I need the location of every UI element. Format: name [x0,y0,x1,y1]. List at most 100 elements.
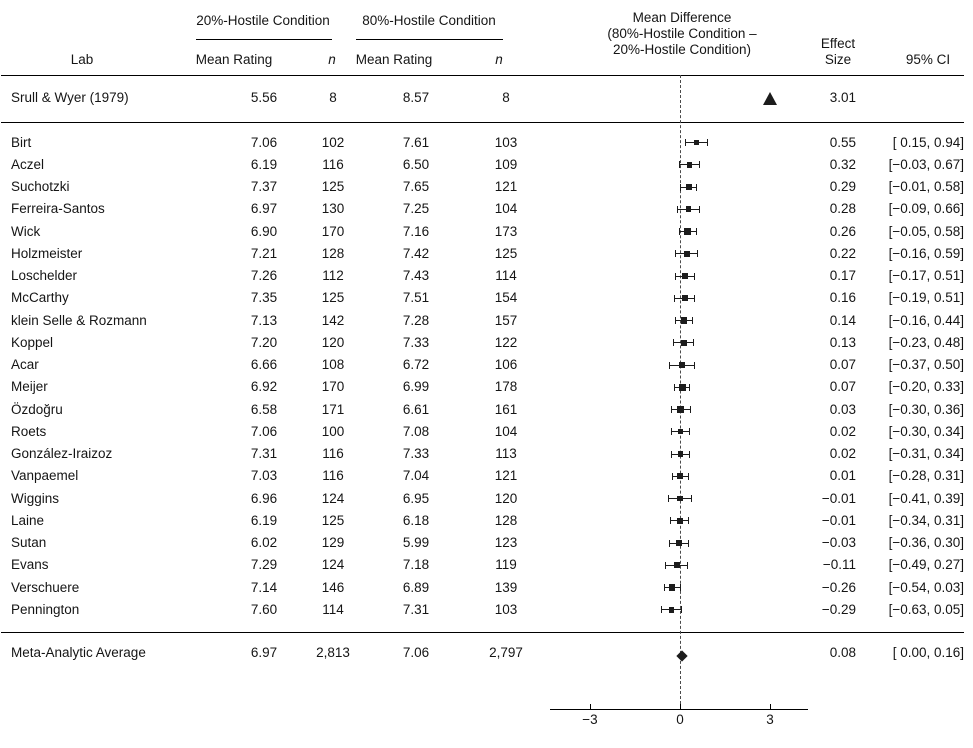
sample-size-20: 125 [321,512,345,528]
ci-cap-left [674,272,676,280]
ci-cap-left [667,495,669,502]
effect-size-value: 0.03 [829,401,856,417]
ci-cap-right [696,183,698,191]
forest-row: Koppel 7.20 120 7.33 122 0.13 [−0.23, 0.… [0,332,973,354]
ci-cap-right [680,606,682,614]
axis-tick-3 [770,704,771,709]
mean-rating-20: 7.60 [250,601,278,617]
point-estimate-marker [684,228,692,235]
mean-rating-20: 7.35 [250,290,278,306]
ci-cap-right [688,472,690,480]
forest-row: Suchotzki 7.37 125 7.65 121 0.29 [−0.01,… [0,176,973,198]
sample-size-80: 103 [494,134,518,150]
sample-size-20: 2,813 [316,645,350,660]
mean-rating-20: 6.02 [250,535,278,550]
ci-cap-left [669,517,671,525]
effect-size-value: 0.16 [829,290,856,306]
ci-cap-left [668,361,670,369]
ci-value: [−0.28, 0.31] [888,468,964,484]
forest-row: McCarthy 7.35 125 7.51 154 0.16 [−0.19, … [0,287,973,309]
mean-rating-20: 6.19 [250,512,278,528]
lab-name: McCarthy [11,290,69,306]
mean-rating-20: 6.96 [250,490,278,506]
sample-size-80: 103 [494,601,518,617]
mean-rating-80: 6.95 [402,490,430,506]
effect-size-value: 0.13 [829,334,856,350]
lab-name: Vanpaemel [11,468,79,484]
original-study-rule [1,122,964,123]
sample-size-80: 109 [494,156,518,172]
lab-name: González-Iraizoz [11,446,113,461]
effect-size-value: 0.02 [829,446,856,461]
mean-rating-20: 6.97 [250,645,278,660]
effect-size-value: 0.55 [829,134,856,150]
mean-rating-80: 6.18 [402,512,430,528]
mean-rating-20: 7.06 [250,134,278,150]
forest-row: Aczel 6.19 116 6.50 109 0.32 [−0.03, 0.6… [0,154,973,176]
column-header-mean-rating-80: Mean Rating [355,52,433,67]
mean-rating-20: 6.19 [250,156,278,172]
mean-rating-80: 5.99 [402,535,430,550]
lab-name: Wiggins [11,490,60,506]
axis-tick-0 [680,704,681,709]
column-header-mean-difference-line1: Mean Difference [632,10,732,25]
forest-row: Acar 6.66 108 6.72 106 0.07 [−0.37, 0.50… [0,354,973,376]
ci-value: [−0.03, 0.67] [888,156,964,172]
ci-cap-right [689,450,691,458]
lab-name: Birt [11,134,32,150]
point-estimate-marker [682,273,688,279]
ci-cap-right [696,228,698,235]
mean-rating-80: 7.06 [402,645,430,660]
column-header-lab: Lab [70,52,94,67]
effect-size-value: −0.11 [822,557,856,573]
ci-value: [−0.16, 0.44] [888,312,964,328]
ci-cap-right [690,495,692,502]
effect-size-value: 0.29 [829,179,856,194]
effect-size-value: −0.03 [821,535,856,550]
mean-rating-20: 7.37 [250,179,278,194]
column-header-n-20: n [328,52,336,67]
lab-name: Meta-Analytic Average [11,645,146,660]
sample-size-20: 128 [321,245,345,261]
ci-cap-right [698,205,700,213]
mean-rating-20: 6.92 [250,379,278,395]
point-estimate-marker [677,429,684,435]
mean-rating-20: 7.26 [250,268,278,283]
ci-value: [ 0.00, 0.16] [892,645,964,660]
effect-size-value: 0.07 [829,379,856,395]
sample-size-20: 170 [321,223,345,239]
ci-cap-left [674,383,675,391]
ci-cap-left [677,205,679,213]
ci-cap-right [694,272,696,280]
mean-rating-20: 6.58 [250,401,278,417]
forest-row: Verschuere 7.14 146 6.89 139 −0.26 [−0.5… [0,577,973,599]
point-estimate-marker [676,517,683,524]
mean-rating-20: 7.13 [250,312,278,328]
mean-rating-80: 7.25 [402,201,430,217]
ci-value: [−0.49, 0.27] [888,557,964,573]
mean-rating-80: 7.18 [402,557,430,573]
ci-cap-left [663,584,665,591]
mean-rating-20: 7.06 [250,423,278,439]
point-estimate-marker [680,339,687,346]
effect-size-value: 0.07 [829,357,856,372]
ci-cap-right [694,361,695,369]
forest-row: Wick 6.90 170 7.16 173 0.26 [−0.05, 0.58… [0,221,973,243]
lab-name: Wick [11,223,41,239]
sample-size-80: 125 [494,245,518,261]
sample-size-20: 116 [322,468,344,484]
mean-rating-20: 6.97 [250,201,278,217]
effect-size-value: 0.26 [829,223,856,239]
sample-size-80: 8 [502,90,510,105]
effect-size-value: 0.01 [829,468,856,484]
mean-rating-80: 6.99 [402,379,430,395]
sample-size-80: 104 [494,201,518,217]
forest-row: Meijer 6.92 170 6.99 178 0.07 [−0.20, 0.… [0,376,973,398]
ci-value: [−0.19, 0.51] [888,290,964,306]
column-header-95ci: 95% CI [905,52,951,67]
mean-rating-20: 7.21 [250,245,278,261]
column-header-n-80: n [495,52,503,67]
column-header-effect: Effect [820,36,856,51]
sample-size-80: 154 [494,290,518,306]
